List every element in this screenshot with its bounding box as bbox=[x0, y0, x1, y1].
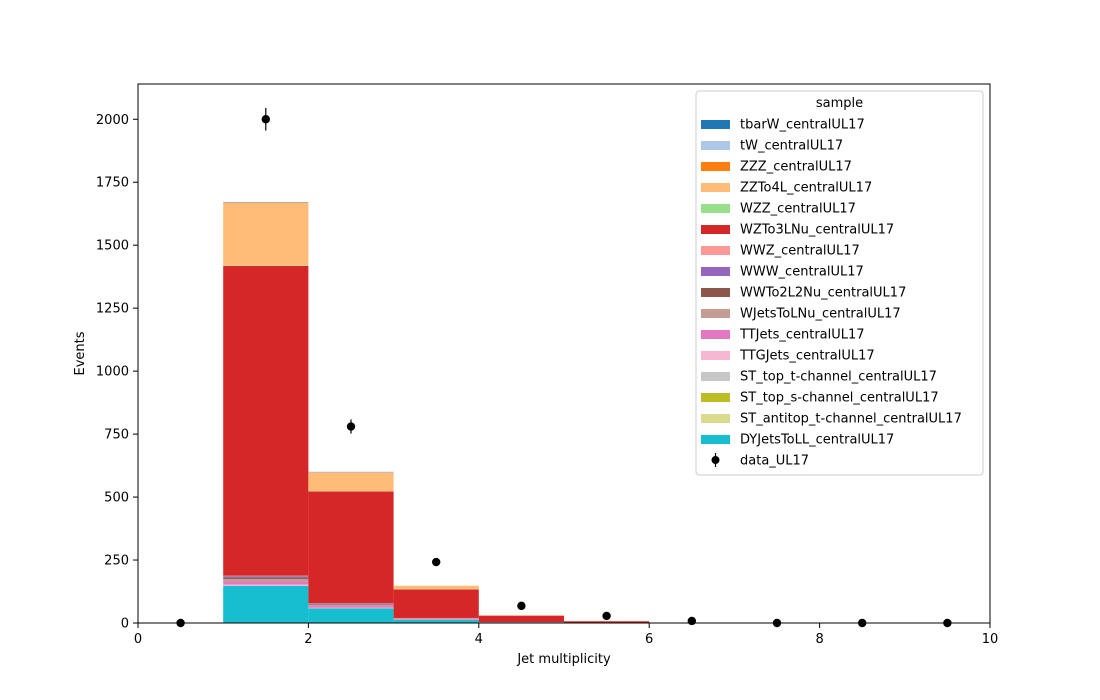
x-tick-label: 4 bbox=[475, 632, 483, 647]
legend-title: sample bbox=[816, 96, 863, 111]
y-tick-label: 1500 bbox=[96, 239, 129, 254]
legend-label-zzto4l-centralul17: ZZTo4L_centralUL17 bbox=[740, 181, 872, 196]
bar-dyjetstoll-centralul17-bin-2 bbox=[308, 608, 394, 623]
x-tick-label: 0 bbox=[134, 632, 142, 647]
bar-www-centralul17-bin-2 bbox=[308, 603, 394, 605]
bar-wwto2l2nu-centralul17-bin-2 bbox=[308, 604, 394, 605]
bar-wzto3lnu-centralul17-bin-2 bbox=[308, 491, 394, 604]
legend-label-wwto2l2nu-centralul17: WWTo2L2Nu_centralUL17 bbox=[740, 286, 906, 301]
bar-zzto4l-centralul17-bin-2 bbox=[308, 472, 394, 492]
bar-ttgjets-centralul17-bin-1 bbox=[223, 584, 309, 586]
legend-label-tw-centralul17: tW_centralUL17 bbox=[740, 139, 843, 154]
bar-wwz-centralul17-bin-1 bbox=[223, 575, 309, 577]
bar-zzto4l-centralul17-bin-4 bbox=[478, 615, 564, 616]
legend-label-zzz-centralul17: ZZZ_centralUL17 bbox=[740, 160, 852, 175]
legend-swatch-wzto3lnu-centralul17 bbox=[701, 225, 730, 234]
legend-data-marker bbox=[711, 456, 720, 464]
legend-label-wzz-centralul17: WZZ_centralUL17 bbox=[740, 202, 856, 217]
data-point bbox=[432, 557, 441, 567]
plot-frame bbox=[137, 83, 991, 624]
legend-label-wjetstolnu-centralul17: WJetsToLNu_centralUL17 bbox=[740, 307, 901, 322]
legend-swatch-tbarw-centralul17 bbox=[701, 120, 730, 129]
legend-swatch-ttgjets-centralul17 bbox=[701, 351, 730, 360]
data-point bbox=[517, 601, 526, 611]
legend-swatch-wwz-centralul17 bbox=[701, 246, 730, 255]
bar-dyjetstoll-centralul17-bin-1 bbox=[223, 585, 309, 623]
legend-label-www-centralul17: WWW_centralUL17 bbox=[740, 265, 864, 280]
stacked-bars bbox=[223, 202, 735, 623]
bar-ttjets-centralul17-bin-3 bbox=[393, 618, 479, 620]
legend-label-st-top-t-channel-centralul17: ST_top_t-channel_centralUL17 bbox=[740, 370, 937, 385]
bar-zzto4l-centralul17-bin-3 bbox=[393, 585, 479, 590]
y-tick-label: 500 bbox=[104, 491, 129, 506]
legend-label-tbarw-centralul17: tbarW_centralUL17 bbox=[740, 118, 865, 133]
legend-swatch-wwto2l2nu-centralul17 bbox=[701, 288, 730, 297]
legend-swatch-tw-centralul17 bbox=[701, 141, 730, 150]
x-tick-label: 2 bbox=[304, 632, 312, 647]
legend-swatch-st-antitop-t-channel-centralul17 bbox=[701, 414, 730, 423]
legend-swatch-zzz-centralul17 bbox=[701, 162, 730, 171]
legend-swatch-wjetstolnu-centralul17 bbox=[701, 309, 730, 318]
y-tick-label: 1250 bbox=[96, 302, 129, 317]
y-tick-label: 1000 bbox=[96, 365, 129, 380]
legend-label-dyjetstoll-centralul17: DYJetsToLL_centralUL17 bbox=[740, 433, 894, 448]
bar-wzto3lnu-centralul17-bin-4 bbox=[478, 615, 564, 622]
legend-swatch-st-top-t-channel-centralul17 bbox=[701, 372, 730, 381]
y-tick-label: 2000 bbox=[96, 113, 129, 128]
legend: sample tbarW_centralUL17 tW_centralUL17 ZZ… bbox=[695, 90, 984, 476]
legend-label-data-ul17: data_UL17 bbox=[740, 454, 809, 469]
x-tick-label: 10 bbox=[982, 632, 999, 647]
y-tick-label: 0 bbox=[121, 617, 129, 632]
legend-swatch-zzto4l-centralul17 bbox=[701, 183, 730, 192]
legend-swatch-st-top-s-channel-centralul17 bbox=[701, 393, 730, 402]
bar-wzto3lnu-centralul17-bin-3 bbox=[393, 589, 479, 618]
legend-swatch-wzz-centralul17 bbox=[701, 204, 730, 213]
y-tick-label: 1750 bbox=[96, 176, 129, 191]
legend-swatch-ttjets-centralul17 bbox=[701, 330, 730, 339]
legend-label-ttjets-centralul17: TTJets_centralUL17 bbox=[739, 328, 865, 343]
bar-wjetstolnu-centralul17-bin-1 bbox=[223, 578, 309, 582]
legend-box bbox=[695, 90, 984, 476]
data-point bbox=[261, 115, 270, 124]
bar-wwto2l2nu-centralul17-bin-1 bbox=[223, 577, 309, 579]
x-tick-label: 8 bbox=[815, 632, 823, 647]
bar-ttjets-centralul17-bin-1 bbox=[223, 581, 309, 585]
legend-label-st-top-s-channel-centralul17: ST_top_s-channel_centralUL17 bbox=[740, 391, 939, 406]
bar-ttgjets-centralul17-bin-2 bbox=[308, 607, 394, 609]
y-tick-label: 750 bbox=[104, 428, 129, 443]
bar-ttjets-centralul17-bin-2 bbox=[308, 605, 394, 608]
x-tick-label: 6 bbox=[645, 632, 653, 647]
data-point bbox=[687, 616, 696, 626]
legend-swatch-www-centralul17 bbox=[701, 267, 730, 276]
legend-label-wwz-centralul17: WWZ_centralUL17 bbox=[740, 244, 860, 259]
bar-wzto3lnu-centralul17-bin-1 bbox=[223, 265, 309, 576]
y-tick-label: 250 bbox=[104, 554, 129, 569]
bar-zzto4l-centralul17-bin-1 bbox=[223, 203, 309, 266]
bar-wjetstolnu-centralul17-bin-2 bbox=[308, 604, 394, 606]
legend-label-wzto3lnu-centralul17: WZTo3LNu_centralUL17 bbox=[740, 223, 894, 238]
bar-wzto3lnu-centralul17-bin-5 bbox=[564, 621, 650, 623]
data-point bbox=[602, 611, 611, 621]
y-axis-label: Events bbox=[73, 331, 88, 375]
data-point bbox=[346, 422, 356, 431]
x-axis-label: Jet multiplicity bbox=[516, 652, 611, 667]
legend-label-st-antitop-t-channel-centralul17: ST_antitop_t-channel_centralUL17 bbox=[740, 412, 962, 427]
y-axis: 0 250 500 750 1000 1250 1500 1750 2000 bbox=[96, 113, 138, 632]
x-axis: 0 2 4 6 8 10 bbox=[134, 623, 998, 647]
bar-www-centralul17-bin-1 bbox=[223, 576, 309, 578]
bar-wzz-centralul17-bin-1 bbox=[223, 265, 309, 266]
legend-label-ttgjets-centralul17: TTGJets_centralUL17 bbox=[739, 349, 875, 364]
bar-dyjetstoll-centralul17-bin-3 bbox=[393, 619, 479, 623]
legend-swatch-dyjetstoll-centralul17 bbox=[701, 435, 730, 444]
bar-zzz-centralul17-bin-1 bbox=[223, 202, 309, 204]
